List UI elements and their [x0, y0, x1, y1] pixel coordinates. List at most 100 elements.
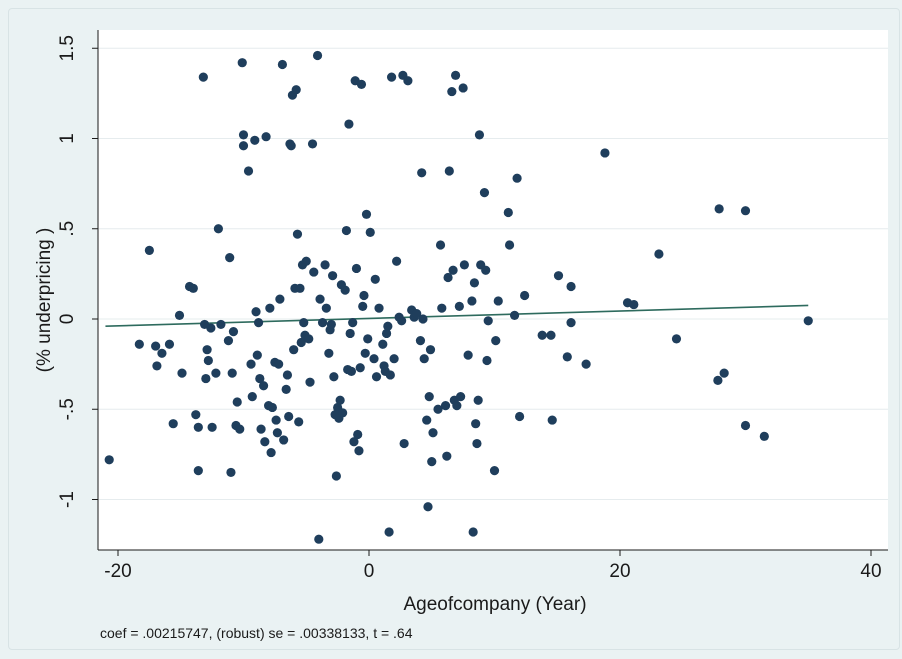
data-point — [295, 283, 305, 293]
data-point — [433, 404, 443, 414]
data-point — [282, 370, 293, 380]
data-point — [348, 318, 358, 328]
data-point — [317, 318, 328, 328]
data-point — [232, 397, 242, 407]
data-point — [256, 424, 266, 434]
data-point — [228, 327, 239, 337]
data-point — [258, 381, 269, 391]
data-point — [444, 166, 454, 176]
data-point — [489, 466, 500, 476]
data-point — [363, 334, 373, 344]
data-point — [255, 373, 265, 384]
data-point — [418, 314, 428, 324]
data-point — [392, 256, 402, 266]
y-tick-label: 1 — [57, 133, 78, 144]
data-point — [237, 58, 247, 68]
data-point — [291, 85, 301, 95]
data-point — [371, 372, 382, 382]
data-point — [473, 395, 483, 405]
x-tick-label: 20 — [609, 561, 630, 582]
plot-area — [98, 30, 888, 550]
data-point — [201, 373, 211, 384]
data-point — [600, 148, 610, 158]
data-point — [193, 422, 203, 432]
data-point — [207, 422, 217, 432]
data-point — [428, 428, 438, 438]
data-point — [509, 310, 520, 320]
data-point — [740, 206, 751, 216]
data-point — [419, 354, 429, 364]
data-point — [301, 256, 311, 266]
data-point — [472, 438, 482, 449]
y-tick-label: -.5 — [57, 398, 78, 420]
data-point — [274, 359, 284, 369]
data-point — [346, 366, 357, 376]
data-point — [481, 265, 491, 275]
data-point — [384, 527, 394, 537]
data-point — [211, 368, 221, 378]
data-point — [286, 141, 296, 151]
data-point — [378, 339, 388, 349]
data-point — [305, 377, 315, 387]
data-point — [503, 207, 513, 218]
data-point — [238, 130, 249, 140]
data-point — [425, 345, 436, 355]
data-point — [312, 50, 323, 61]
data-point — [381, 328, 392, 339]
data-point — [349, 437, 359, 447]
data-point — [427, 456, 437, 467]
data-point — [359, 290, 369, 301]
data-point — [370, 274, 380, 284]
data-point — [483, 316, 493, 326]
data-point — [271, 415, 281, 425]
data-point — [713, 375, 723, 385]
data-point — [344, 119, 354, 129]
data-point — [474, 130, 485, 140]
data-point — [296, 337, 306, 348]
data-point — [493, 296, 503, 306]
data-point — [266, 447, 276, 458]
data-point — [581, 359, 591, 369]
data-point — [328, 271, 338, 281]
data-point — [719, 368, 729, 378]
data-point — [315, 294, 325, 304]
data-point — [238, 141, 249, 151]
y-tick-label: 0 — [57, 314, 78, 325]
data-point — [403, 76, 413, 86]
data-point — [345, 328, 355, 339]
data-point — [361, 209, 372, 219]
data-point — [412, 308, 422, 319]
data-point — [482, 355, 492, 366]
data-point — [389, 354, 399, 364]
data-point — [452, 401, 462, 411]
data-point — [358, 301, 368, 311]
data-point — [424, 392, 434, 402]
data-point — [386, 72, 397, 82]
data-point — [458, 83, 468, 93]
data-point — [243, 166, 254, 176]
data-point — [423, 502, 433, 512]
data-point — [520, 290, 530, 301]
data-point — [275, 294, 285, 304]
data-point — [272, 428, 282, 438]
data-points — [104, 50, 813, 544]
data-point — [261, 132, 271, 142]
data-point — [198, 72, 208, 82]
data-point — [267, 402, 277, 413]
data-point — [417, 168, 427, 178]
data-point — [191, 410, 201, 420]
data-point — [202, 345, 212, 355]
data-point — [547, 415, 557, 425]
data-point — [292, 229, 303, 239]
data-point — [468, 527, 478, 537]
data-point — [459, 260, 469, 270]
data-point — [374, 303, 384, 313]
data-point — [152, 361, 162, 371]
axes: 1.51.50-.5-1-20 0 20 40 — [57, 30, 888, 582]
data-point — [324, 348, 334, 358]
y-tick-label: 1.5 — [57, 35, 78, 61]
data-point — [759, 431, 769, 441]
data-point — [253, 318, 264, 328]
y-tick-label: .5 — [57, 221, 78, 237]
